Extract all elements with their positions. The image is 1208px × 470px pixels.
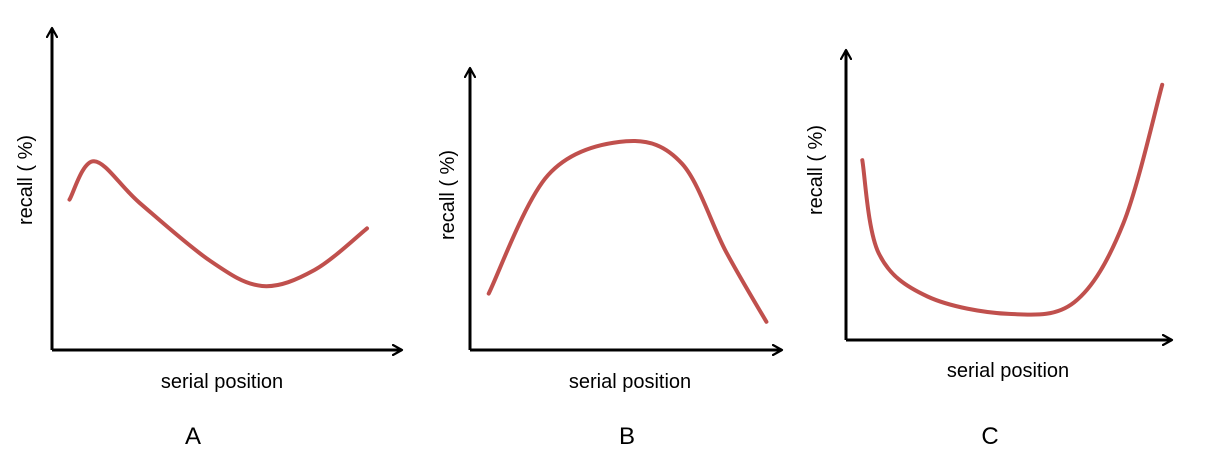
- recall-curve: [486, 138, 769, 324]
- x-axis-label: serial position: [947, 360, 1069, 382]
- recall-curve: [860, 82, 1165, 317]
- y-axis-label: recall ( %): [15, 135, 37, 225]
- chart-panel-c: serial position recall ( %) C: [805, 50, 1172, 450]
- recall-curve: [67, 159, 369, 289]
- panel-label: A: [185, 423, 201, 450]
- panel-label: B: [619, 423, 635, 450]
- x-axis-label: serial position: [161, 371, 283, 393]
- chart-panel-a: serial position recall ( %) A: [15, 28, 402, 450]
- chart-panel-b: serial position recall ( %) B: [437, 68, 782, 450]
- y-axis-label: recall ( %): [437, 150, 459, 240]
- y-axis-label: recall ( %): [805, 125, 827, 215]
- x-axis-label: serial position: [569, 371, 691, 393]
- panel-label: C: [981, 423, 998, 450]
